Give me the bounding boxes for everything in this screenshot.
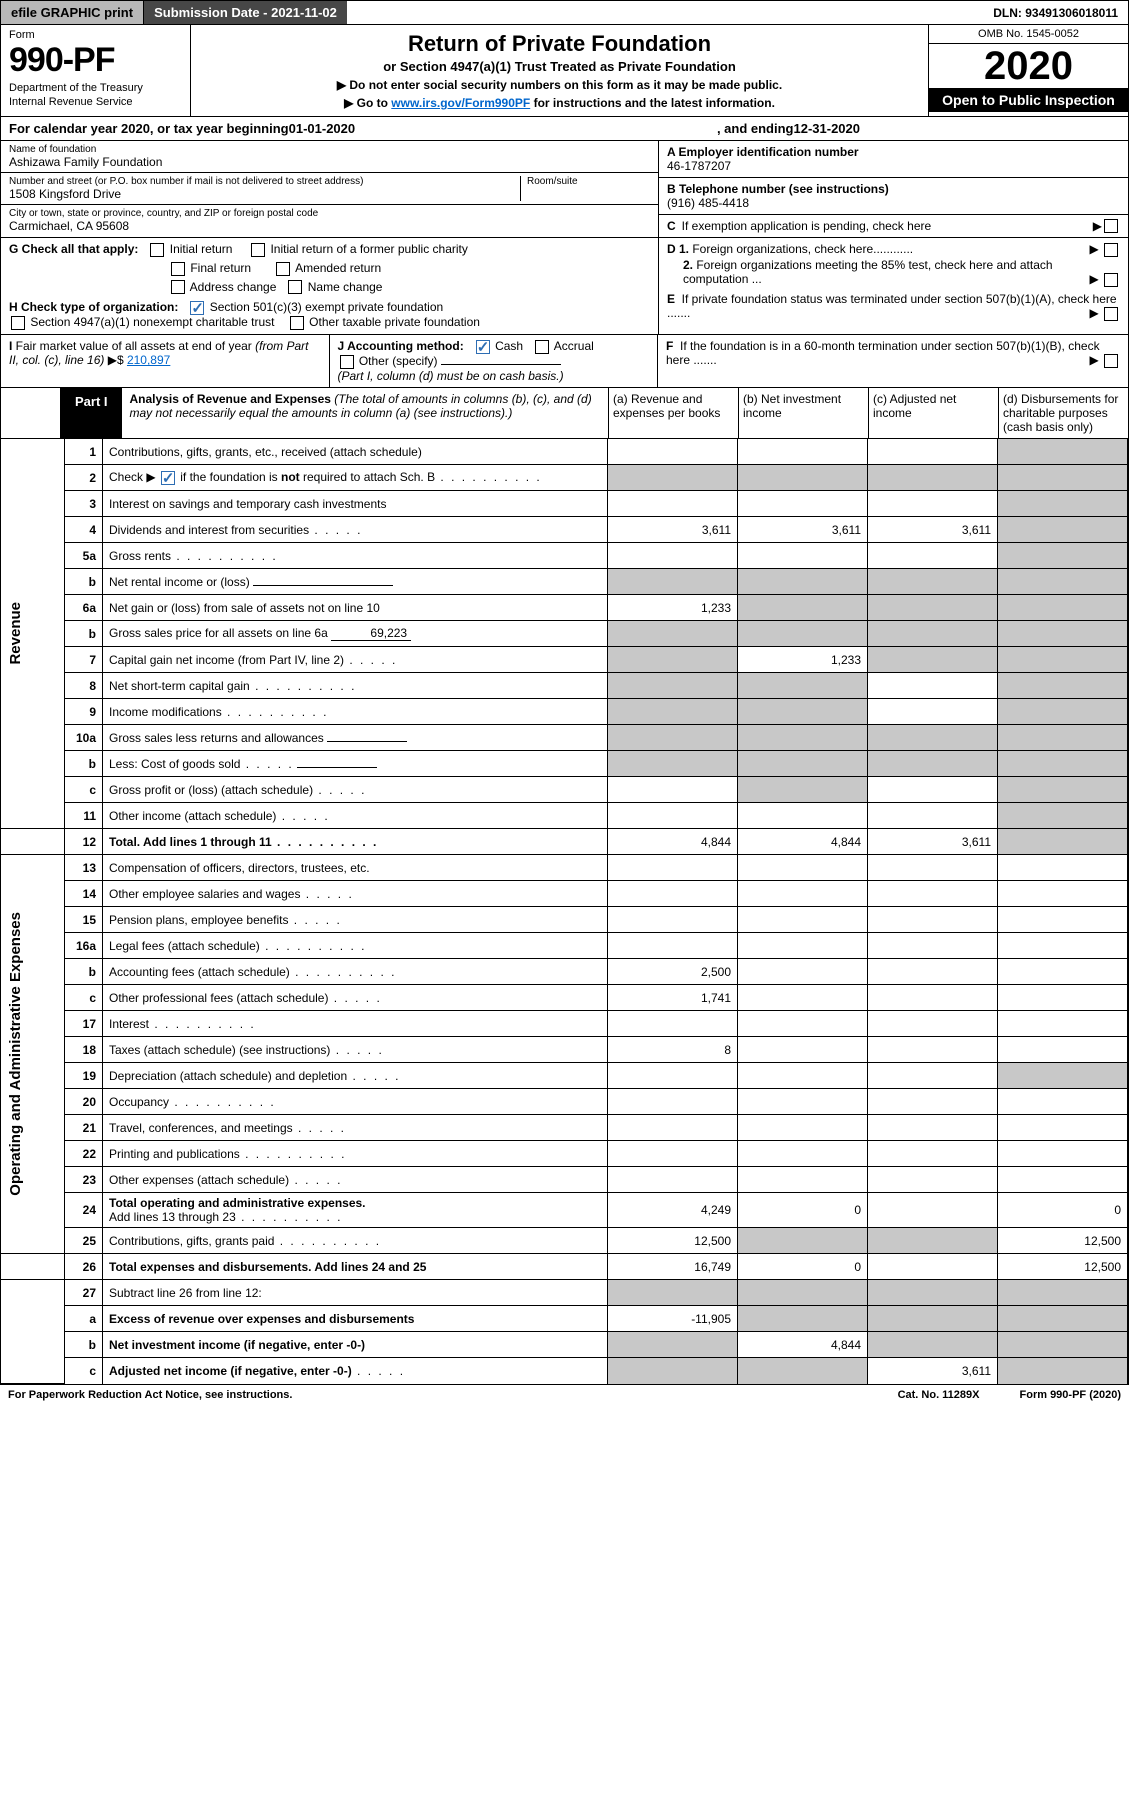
form-header: Form 990-PF Department of the Treasury I… (0, 25, 1129, 117)
chk-final[interactable] (171, 262, 185, 276)
tax-year: 2020 (929, 44, 1128, 88)
expenses-side: Operating and Administrative Expenses (7, 912, 24, 1196)
chk-address[interactable] (171, 280, 185, 294)
chk-initial[interactable] (150, 243, 164, 257)
part1-title: Analysis of Revenue and Expenses (130, 392, 331, 406)
city-label: City or town, state or province, country… (9, 208, 650, 219)
chk-d1[interactable] (1104, 243, 1118, 257)
paperwork-notice: For Paperwork Reduction Act Notice, see … (8, 1389, 898, 1401)
calendar-line: For calendar year 2020, or tax year begi… (0, 117, 1129, 141)
col-c: (c) Adjusted net income (868, 388, 998, 438)
room-label: Room/suite (527, 176, 650, 187)
chk-4947[interactable] (11, 316, 25, 330)
part1: Part I Analysis of Revenue and Expenses … (0, 388, 1129, 1386)
addr-label: Number and street (or P.O. box number if… (9, 176, 520, 187)
j-note: (Part I, column (d) must be on cash basi… (338, 369, 564, 383)
chk-schb[interactable] (161, 471, 175, 485)
h-label: H Check type of organization: (9, 300, 178, 314)
form-subtitle: or Section 4947(a)(1) Trust Treated as P… (201, 59, 918, 74)
g-h-row: G Check all that apply: Initial return I… (0, 238, 1129, 335)
chk-f[interactable] (1104, 354, 1118, 368)
b-label: B Telephone number (see instructions) (667, 182, 889, 196)
street-address: 1508 Kingsford Drive (9, 187, 520, 201)
form-footer: Form 990-PF (2020) (1020, 1389, 1122, 1401)
col-a: (a) Revenue and expenses per books (608, 388, 738, 438)
i-j-f-row: I Fair market value of all assets at end… (0, 335, 1129, 388)
irs-link[interactable]: www.irs.gov/Form990PF (391, 96, 530, 110)
form-label: Form (9, 29, 182, 41)
col-d: (d) Disbursements for charitable purpose… (998, 388, 1128, 438)
ein: 46-1787207 (667, 159, 731, 173)
col-b: (b) Net investment income (738, 388, 868, 438)
form-title: Return of Private Foundation (201, 31, 918, 57)
foundation-name: Ashizawa Family Foundation (9, 155, 650, 169)
cat-no: Cat. No. 11289X (898, 1389, 980, 1401)
form-number: 990-PF (9, 41, 182, 80)
part1-tab: Part I (61, 388, 122, 438)
city-state-zip: Carmichael, CA 95608 (9, 219, 650, 233)
chk-initial-former[interactable] (251, 243, 265, 257)
chk-cash[interactable] (476, 340, 490, 354)
c-checkbox[interactable] (1104, 219, 1118, 233)
chk-other-method[interactable] (340, 355, 354, 369)
topbar: efile GRAPHIC print Submission Date - 20… (0, 0, 1129, 25)
dept: Department of the Treasury (9, 82, 182, 94)
phone: (916) 485-4418 (667, 196, 749, 210)
omb: OMB No. 1545-0052 (929, 25, 1128, 44)
efile-print-btn[interactable]: efile GRAPHIC print (1, 1, 144, 24)
revenue-side: Revenue (7, 602, 24, 665)
chk-amended[interactable] (276, 262, 290, 276)
name-label: Name of foundation (9, 144, 650, 155)
chk-d2[interactable] (1104, 273, 1118, 287)
form-note2: ▶ Go to www.irs.gov/Form990PF for instru… (201, 96, 918, 110)
g-label: G Check all that apply: (9, 242, 138, 256)
footer: For Paperwork Reduction Act Notice, see … (0, 1385, 1129, 1405)
submission-date: Submission Date - 2021-11-02 (144, 1, 347, 24)
dln: DLN: 93491306018011 (983, 2, 1128, 24)
a-label: A Employer identification number (667, 145, 859, 159)
revenue-table: Revenue 1Contributions, gifts, grants, e… (1, 439, 1128, 1385)
irs: Internal Revenue Service (9, 96, 182, 108)
chk-501c3[interactable] (190, 301, 204, 315)
chk-accrual[interactable] (535, 340, 549, 354)
identity-section: Name of foundation Ashizawa Family Found… (0, 141, 1129, 238)
open-inspection: Open to Public Inspection (929, 88, 1128, 112)
chk-name[interactable] (288, 280, 302, 294)
chk-e[interactable] (1104, 307, 1118, 321)
fmv-link[interactable]: 210,897 (127, 353, 170, 367)
c-text: If exemption application is pending, che… (682, 219, 932, 233)
form-note1: ▶ Do not enter social security numbers o… (201, 78, 918, 92)
chk-other-tax[interactable] (290, 316, 304, 330)
